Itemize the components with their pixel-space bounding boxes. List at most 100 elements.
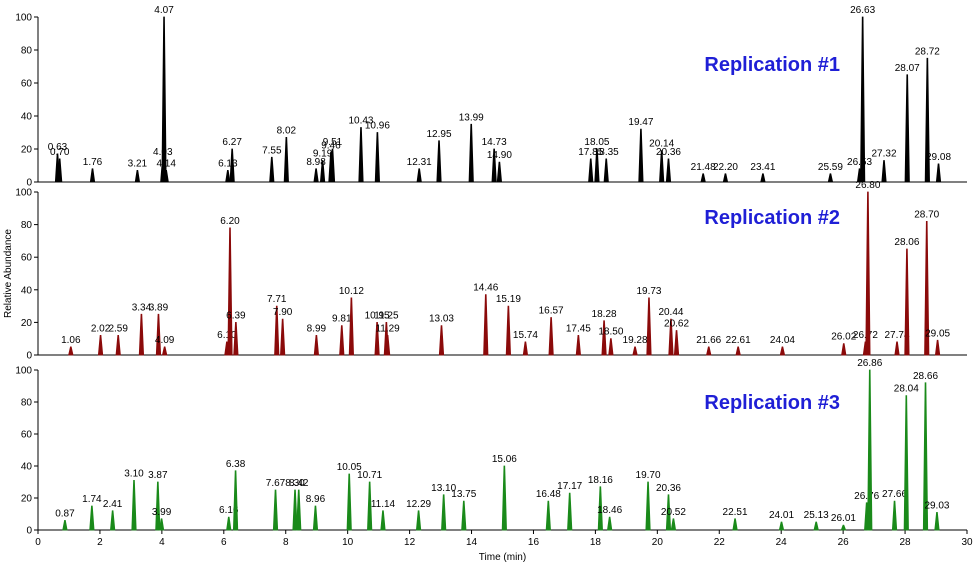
peak <box>358 127 364 183</box>
peak <box>436 140 442 183</box>
peak-label: 2.41 <box>103 499 123 510</box>
peak-label: 3.99 <box>152 507 172 518</box>
peak <box>881 160 887 183</box>
peak <box>161 16 167 183</box>
y-tick-label: 40 <box>21 285 33 296</box>
y-tick-label: 60 <box>21 430 33 441</box>
peak <box>329 148 336 183</box>
peak-label: 6.38 <box>226 459 246 470</box>
peak <box>319 160 326 183</box>
peak <box>665 158 672 183</box>
peak-label: 18.35 <box>594 147 619 158</box>
peak-label: 6.39 <box>226 310 246 321</box>
peak-label: 3.34 <box>132 302 152 313</box>
peak <box>603 158 609 183</box>
peak-label: 16.57 <box>539 306 564 317</box>
peak-label: 14.46 <box>473 283 498 294</box>
peak-label: 12.29 <box>406 499 431 510</box>
peak <box>779 346 786 356</box>
peak-label: 6.10 <box>217 330 237 341</box>
peak <box>283 137 289 183</box>
peak <box>97 335 104 356</box>
peak <box>384 335 391 356</box>
peak <box>760 173 766 183</box>
peak-label: 28.72 <box>915 46 940 57</box>
peak-label: 22.20 <box>713 162 738 173</box>
peak <box>924 57 930 183</box>
peak-label: 14.90 <box>487 150 512 161</box>
peak-label: 8.42 <box>289 478 309 489</box>
peak-label: 8.02 <box>277 125 297 136</box>
peak <box>138 313 145 356</box>
peak <box>416 168 422 183</box>
peak-label: 6.16 <box>219 505 239 516</box>
peak <box>904 74 910 183</box>
peak-label: 24.04 <box>770 335 795 346</box>
peak-label: 19.70 <box>636 470 661 481</box>
peak <box>594 148 600 183</box>
peak <box>296 489 302 531</box>
peak-label: 10.12 <box>339 286 364 297</box>
peak <box>313 335 320 356</box>
y-tick-label: 0 <box>26 526 32 537</box>
x-tick-label: 8 <box>283 537 289 548</box>
peak <box>567 492 573 531</box>
peak-label: 18.05 <box>584 137 609 148</box>
panel-title: Replication #2 <box>704 207 840 229</box>
peak-label: 11.29 <box>375 323 400 334</box>
x-tick-label: 12 <box>404 537 416 548</box>
peak <box>668 318 674 356</box>
peak-label: 8.98 <box>306 157 326 168</box>
peak-label: 17.85 <box>578 147 603 158</box>
peak <box>867 369 873 531</box>
x-tick-label: 24 <box>776 537 788 548</box>
peak <box>841 343 847 356</box>
peak <box>608 338 614 356</box>
peak-label: 1.06 <box>61 335 81 346</box>
peak <box>461 500 467 531</box>
peak-label: 24.01 <box>769 510 794 521</box>
peak <box>588 158 594 183</box>
peak-label: 23.41 <box>750 162 775 173</box>
peak <box>232 470 239 531</box>
peak-label: 19.28 <box>623 335 648 346</box>
y-tick-label: 80 <box>21 220 33 231</box>
y-tick-label: 0 <box>26 351 32 362</box>
peak-label: 19.73 <box>636 286 661 297</box>
y-tick-label: 20 <box>21 494 33 505</box>
peak-label: 11.25 <box>374 310 399 321</box>
peak-label: 18.50 <box>598 327 623 338</box>
peak <box>227 227 233 356</box>
peak <box>827 173 834 183</box>
peak <box>646 297 652 356</box>
peak <box>722 173 729 183</box>
peak <box>134 170 141 183</box>
peak-label: 7.55 <box>262 145 282 156</box>
peak-label: 22.51 <box>723 507 748 518</box>
peak <box>468 123 474 183</box>
peak-label: 11.14 <box>371 499 396 510</box>
y-tick-label: 40 <box>21 462 33 473</box>
peak-label: 1.74 <box>82 494 102 505</box>
peak <box>606 516 613 531</box>
peak-label: 14.73 <box>482 137 507 148</box>
y-tick-label: 100 <box>15 13 32 24</box>
peak <box>109 510 116 531</box>
y-tick-label: 60 <box>21 79 33 90</box>
peak-label: 0.63 <box>48 142 68 153</box>
peak-label: 10.43 <box>348 116 373 127</box>
peak <box>131 480 137 531</box>
peak-label: 25.59 <box>818 162 843 173</box>
peak <box>670 518 677 531</box>
peak <box>374 132 381 183</box>
peak-label: 3.87 <box>148 470 168 481</box>
peak-label: 28.06 <box>894 237 919 248</box>
peak <box>813 521 819 531</box>
peak-label: 4.14 <box>156 158 176 169</box>
peak-label: 26.63 <box>850 5 875 16</box>
y-tick-label: 0 <box>26 178 32 189</box>
x-tick-label: 28 <box>900 537 912 548</box>
peak <box>597 486 603 531</box>
peak <box>491 148 497 183</box>
